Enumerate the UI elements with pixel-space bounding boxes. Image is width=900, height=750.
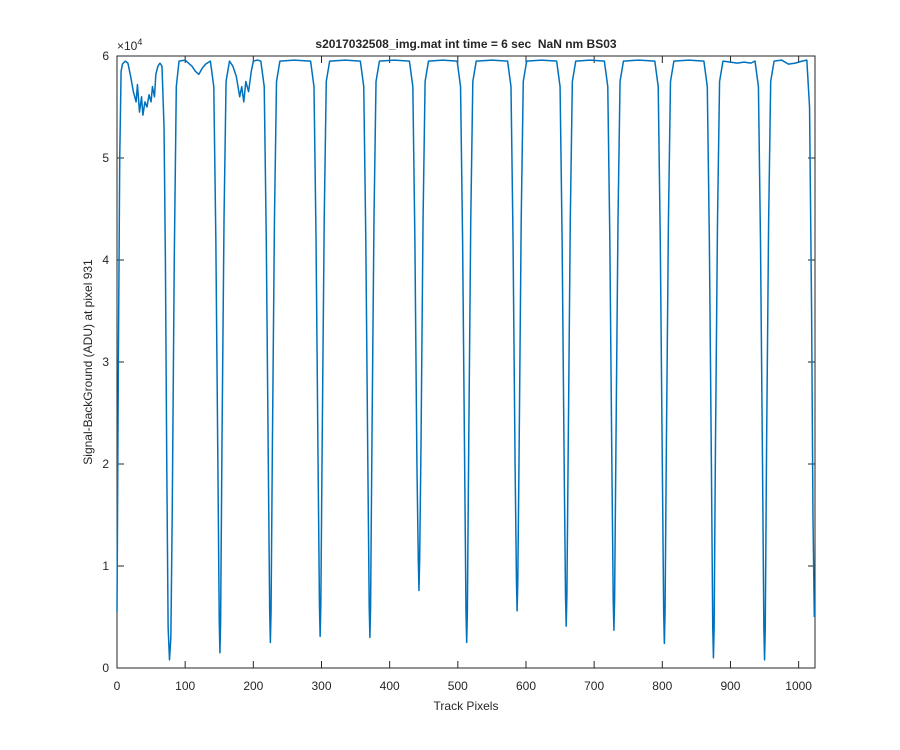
chart-title: s2017032508_img.mat int time = 6 sec NaN…	[315, 37, 616, 51]
y-axis-label: Signal-BackGround (ADU) at pixel 931	[81, 259, 95, 465]
x-tick-label: 600	[516, 679, 536, 693]
x-tick-label: 700	[584, 679, 604, 693]
y-tick-label: 0	[102, 661, 109, 675]
x-tick-label: 200	[243, 679, 263, 693]
x-tick-label: 500	[448, 679, 468, 693]
x-tick-label: 400	[380, 679, 400, 693]
y-tick-label: 2	[102, 457, 109, 471]
y-multiplier: ×104	[117, 37, 142, 53]
x-tick-label: 800	[652, 679, 672, 693]
data-line	[116, 59, 816, 661]
x-tick-label: 100	[175, 679, 195, 693]
y-tick-label: 5	[102, 151, 109, 165]
x-tick-label: 1000	[785, 679, 812, 693]
y-tick-label: 4	[102, 253, 109, 267]
y-tick-label: 1	[102, 559, 109, 573]
y-tick-label: 3	[102, 355, 109, 369]
y-tick-label: 6	[102, 49, 109, 63]
y-multiplier-base: ×10	[117, 39, 138, 53]
x-tick-label: 900	[720, 679, 740, 693]
x-axis-label: Track Pixels	[434, 699, 499, 713]
x-tick-label: 300	[311, 679, 331, 693]
x-tick-label: 0	[114, 679, 121, 693]
y-multiplier-exponent: 4	[137, 37, 142, 47]
